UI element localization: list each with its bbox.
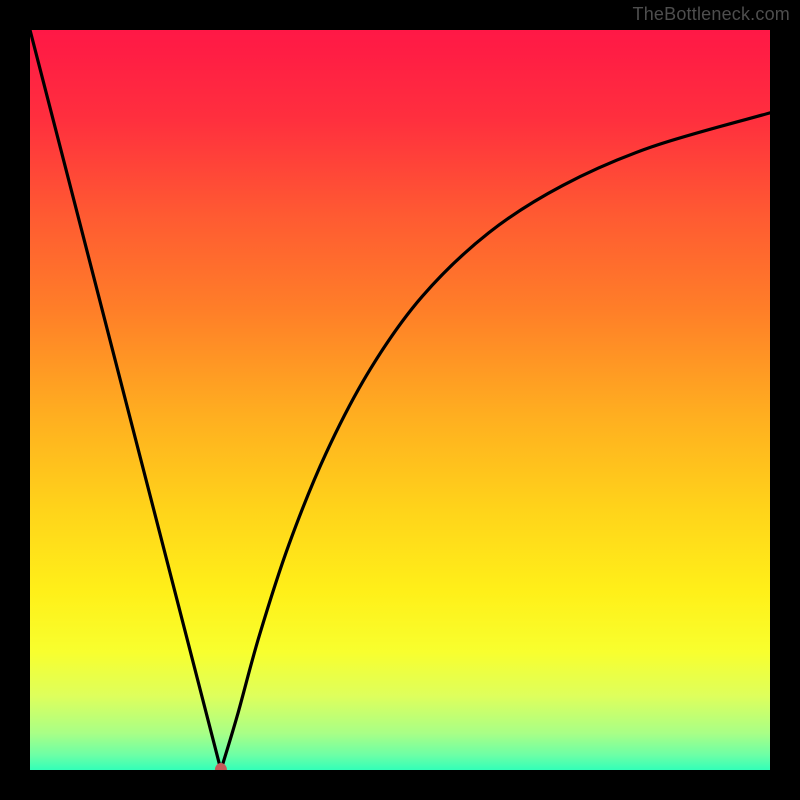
bottleneck-chart xyxy=(0,0,800,800)
watermark-text: TheBottleneck.com xyxy=(633,4,790,25)
plot-area-background xyxy=(30,30,770,770)
